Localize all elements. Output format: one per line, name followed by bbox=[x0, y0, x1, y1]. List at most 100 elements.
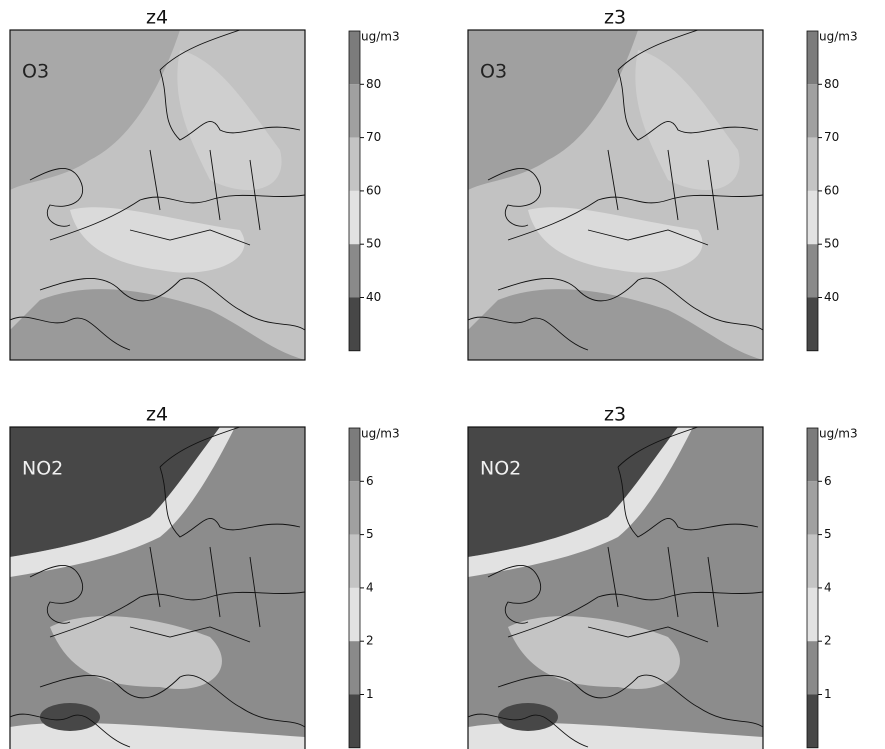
map-frame bbox=[467, 426, 764, 749]
colorbar-tick-label: 5 bbox=[824, 527, 832, 541]
sea-region bbox=[468, 427, 678, 557]
colorbar-tick-label: 80 bbox=[824, 77, 839, 91]
colorbar-segment bbox=[349, 190, 360, 245]
colorbar-segment bbox=[807, 641, 818, 695]
colorbar-unit: ug/m3 bbox=[361, 427, 400, 441]
land-region bbox=[528, 207, 703, 273]
colorbar-segment bbox=[807, 297, 818, 351]
coastline bbox=[129, 149, 261, 246]
coastline bbox=[487, 565, 542, 624]
coastline bbox=[507, 591, 763, 638]
coastline bbox=[39, 674, 305, 728]
species-label: O3 bbox=[22, 61, 49, 83]
colorbar-segment bbox=[807, 534, 818, 588]
species-label: NO2 bbox=[22, 458, 63, 480]
colorbar-segment bbox=[807, 137, 818, 191]
coastline bbox=[10, 713, 131, 748]
land-region bbox=[70, 207, 245, 273]
colorbar-segment bbox=[807, 428, 818, 482]
sea-region bbox=[468, 289, 763, 360]
species-label: O3 bbox=[480, 61, 507, 83]
map bbox=[10, 427, 305, 749]
colorbar-segment bbox=[349, 137, 360, 191]
colorbar-segment bbox=[807, 587, 818, 642]
panel: z3 NO2 ug/m3 6 5 4 2 1 bbox=[467, 404, 858, 749]
coastline bbox=[617, 30, 759, 141]
colorbar-segment bbox=[349, 587, 360, 642]
coastline bbox=[159, 30, 301, 141]
panel-title: z3 bbox=[604, 7, 626, 29]
coastline bbox=[468, 316, 589, 351]
colorbar-unit: ug/m3 bbox=[819, 30, 858, 44]
coastline bbox=[10, 316, 131, 351]
land-region bbox=[177, 50, 282, 190]
coastline bbox=[49, 591, 305, 638]
coastline bbox=[29, 565, 84, 624]
map-frame bbox=[9, 29, 306, 361]
species-label: NO2 bbox=[480, 458, 521, 480]
coastline bbox=[587, 149, 719, 246]
colorbar-tick-label: 6 bbox=[824, 474, 832, 488]
coastline bbox=[497, 674, 763, 728]
colorbar-tick-label: 2 bbox=[824, 634, 832, 648]
colorbar-tick-label: 80 bbox=[366, 77, 381, 91]
colorbar-tick-label: 70 bbox=[824, 130, 839, 144]
map-frame bbox=[9, 426, 306, 749]
colorbar-tick-label: 70 bbox=[366, 130, 381, 144]
sea-region bbox=[468, 30, 638, 190]
colorbar-segment bbox=[807, 694, 818, 748]
colorbar-segment bbox=[349, 534, 360, 588]
coastline bbox=[468, 713, 589, 748]
colorbar-tick-label: 50 bbox=[366, 237, 381, 251]
coastline bbox=[39, 277, 305, 331]
coastline bbox=[49, 194, 305, 241]
colorbar-segment bbox=[349, 694, 360, 748]
sea-region bbox=[10, 427, 220, 557]
coastline bbox=[497, 277, 763, 331]
map bbox=[10, 30, 305, 360]
map-frame bbox=[467, 29, 764, 361]
colorbar-segment bbox=[349, 31, 360, 85]
colorbar-unit: ug/m3 bbox=[361, 30, 400, 44]
colorbar-tick-label: 4 bbox=[366, 580, 374, 594]
map bbox=[468, 427, 763, 749]
colorbar-segment bbox=[807, 481, 818, 535]
land-region bbox=[635, 50, 740, 190]
panel: z4 O3 ug/m3 80 70 60 50 40 bbox=[9, 7, 400, 361]
coastline bbox=[507, 194, 763, 241]
colorbar-segment bbox=[349, 297, 360, 351]
colorbar-segment bbox=[807, 244, 818, 298]
coastline bbox=[29, 168, 84, 227]
panel: z4 NO2 ug/m3 6 5 4 2 1 bbox=[9, 404, 400, 749]
colorbar-segment bbox=[349, 84, 360, 138]
colorbar-segment bbox=[349, 481, 360, 535]
coastline bbox=[129, 546, 261, 643]
colorbar-tick-label: 40 bbox=[366, 290, 381, 304]
sea-region bbox=[10, 30, 180, 190]
colorbar-segment bbox=[807, 84, 818, 138]
colorbar-tick-label: 4 bbox=[824, 580, 832, 594]
colorbar-tick-label: 60 bbox=[824, 183, 839, 197]
colorbar-tick-label: 60 bbox=[366, 183, 381, 197]
coastline bbox=[587, 546, 719, 643]
panel-title: z4 bbox=[146, 404, 168, 426]
colorbar-segment bbox=[349, 428, 360, 482]
colorbar-tick-label: 6 bbox=[366, 474, 374, 488]
coastline bbox=[159, 427, 301, 538]
colorbar-segment bbox=[349, 641, 360, 695]
panel-title: z4 bbox=[146, 7, 168, 29]
colorbar-segment bbox=[807, 190, 818, 245]
map bbox=[468, 30, 763, 360]
colorbar-tick-label: 2 bbox=[366, 634, 374, 648]
sea-region bbox=[10, 289, 305, 360]
colorbar-unit: ug/m3 bbox=[819, 427, 858, 441]
colorbar-segment bbox=[349, 244, 360, 298]
coastal-band bbox=[10, 427, 235, 577]
colorbar-segment bbox=[807, 31, 818, 85]
panel: z3 O3 ug/m3 80 70 60 50 40 bbox=[467, 7, 858, 361]
coastal-band bbox=[468, 427, 693, 577]
colorbar-tick-label: 5 bbox=[366, 527, 374, 541]
panel-title: z3 bbox=[604, 404, 626, 426]
colorbar-tick-label: 50 bbox=[824, 237, 839, 251]
